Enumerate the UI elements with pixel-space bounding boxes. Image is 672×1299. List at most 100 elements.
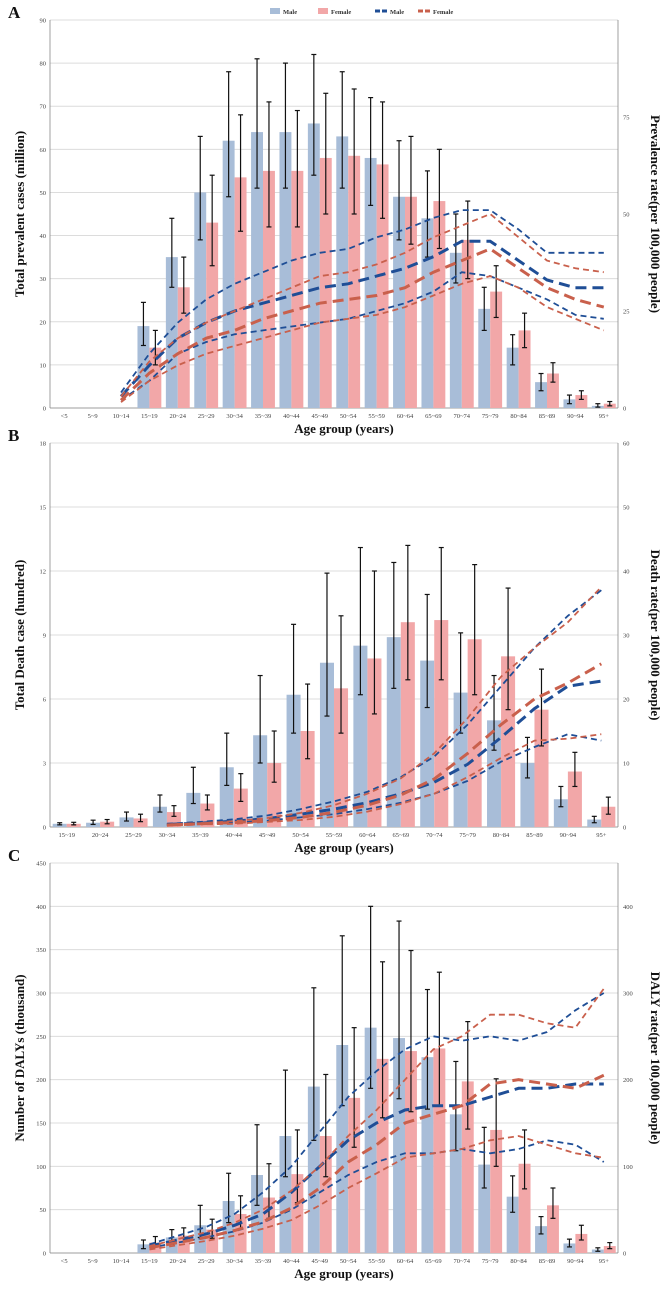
x-tick-label: 30~34 xyxy=(226,413,243,420)
bar-male xyxy=(279,1136,292,1253)
bar-female xyxy=(603,1246,616,1253)
x-tick-label: 20~24 xyxy=(170,1258,187,1265)
y-tick-label: 300 xyxy=(36,991,46,998)
bar-female xyxy=(263,170,275,408)
bar-female xyxy=(601,806,616,827)
bar-female xyxy=(467,639,482,827)
y2-tick-label: 50 xyxy=(623,505,630,512)
bar-female xyxy=(206,1229,219,1253)
x-tick-label: 35~39 xyxy=(255,1258,272,1265)
bar-female xyxy=(575,1233,588,1253)
bar-male xyxy=(386,637,401,827)
y-tick-label: 0 xyxy=(43,1251,46,1258)
bar-male xyxy=(119,817,134,827)
bar-male xyxy=(364,1027,377,1253)
bar-female xyxy=(319,1136,332,1253)
x-tick-label: 15~19 xyxy=(141,1258,158,1265)
bar-male xyxy=(421,1057,434,1253)
bar-female xyxy=(547,373,559,408)
bar-male xyxy=(487,720,502,827)
x-tick-label: 30~34 xyxy=(226,1258,243,1265)
bar-male xyxy=(478,308,491,408)
x-tick-label: 50~54 xyxy=(292,832,309,839)
rate-line-male-upper xyxy=(120,209,604,394)
x-tick-label: 25~29 xyxy=(125,832,142,839)
y-tick-label: 12 xyxy=(40,569,47,576)
x-tick-label: 25~29 xyxy=(198,1258,215,1265)
legend-label-bar-female: Female xyxy=(331,9,351,16)
x-tick-label: 30~34 xyxy=(159,832,176,839)
bar-female xyxy=(263,1197,275,1253)
rate-line-female-upper xyxy=(149,988,605,1247)
bar-female xyxy=(348,1097,361,1253)
bar-female xyxy=(405,196,417,408)
x-tick-label: 35~39 xyxy=(192,832,209,839)
panel-letter: B xyxy=(8,426,19,445)
bar-female xyxy=(567,771,582,827)
bar-male xyxy=(319,662,334,827)
y2-tick-label: 0 xyxy=(623,825,626,832)
y-tick-label: 100 xyxy=(36,1164,46,1171)
x-tick-label: 70~74 xyxy=(454,413,471,420)
rate-line-male xyxy=(119,239,604,398)
y-axis-title: Total prevalent cases (million) xyxy=(12,131,27,297)
y2-tick-label: 50 xyxy=(623,212,630,219)
bar-male xyxy=(336,1045,349,1253)
legend-swatch-bar-male xyxy=(270,8,280,14)
bar-male xyxy=(393,196,405,408)
y-tick-label: 70 xyxy=(40,104,47,111)
x-tick-label: 10~14 xyxy=(113,413,130,420)
bar-female xyxy=(291,170,304,408)
x-tick-label: 65~69 xyxy=(393,832,410,839)
x-tick-label: 95+ xyxy=(599,1258,610,1265)
x-tick-label: 50~54 xyxy=(340,1258,357,1265)
x-tick-label: 75~79 xyxy=(482,413,499,420)
x-axis-title: Age group (years) xyxy=(294,421,393,436)
bar-female xyxy=(319,157,332,408)
y-tick-label: 400 xyxy=(36,904,46,911)
y2-tick-label: 75 xyxy=(623,115,630,122)
bar-female xyxy=(133,818,148,827)
rate-line-male-upper xyxy=(149,992,605,1246)
rate-line-male xyxy=(149,1082,604,1248)
y2-axis-title: DALY rate(per 100,000 people) xyxy=(648,972,663,1145)
panel-letter: C xyxy=(8,846,20,865)
rate-line-female xyxy=(149,1073,605,1250)
bar-male xyxy=(449,1114,462,1253)
bar-male xyxy=(186,792,201,827)
bar-female xyxy=(334,688,349,827)
x-tick-label: 45~49 xyxy=(312,1258,329,1265)
bar-female xyxy=(376,164,389,408)
bar-female xyxy=(547,1205,559,1253)
x-tick-label: 55~59 xyxy=(368,413,385,420)
bar-male xyxy=(421,218,434,408)
y-tick-label: 60 xyxy=(40,147,47,154)
y2-tick-label: 40 xyxy=(623,569,630,576)
y-tick-label: 10 xyxy=(40,362,47,369)
bar-female xyxy=(518,1163,531,1253)
x-tick-label: 60~64 xyxy=(359,832,376,839)
x-tick-label: 90~94 xyxy=(560,832,577,839)
bar-male xyxy=(506,1196,519,1253)
bar-male xyxy=(307,123,320,408)
x-tick-label: 85~89 xyxy=(539,1258,556,1265)
bar-female xyxy=(267,763,282,827)
bar-female xyxy=(206,222,219,408)
bar-female xyxy=(376,1058,389,1253)
bar-male xyxy=(535,1226,547,1253)
bar-male xyxy=(563,1243,576,1253)
bar-male xyxy=(286,694,301,827)
y2-tick-label: 300 xyxy=(623,991,633,998)
y-tick-label: 30 xyxy=(40,276,47,283)
y-tick-label: 350 xyxy=(36,947,46,954)
panel-letter: A xyxy=(8,3,21,22)
rate-line-male-lower xyxy=(149,1139,605,1249)
rate-line-male-upper xyxy=(166,589,602,825)
bar-female xyxy=(300,731,315,827)
y2-tick-label: 20 xyxy=(623,697,630,704)
bar-female xyxy=(518,330,531,408)
bar-female xyxy=(291,1174,304,1253)
bar-female xyxy=(461,239,474,408)
bar-female xyxy=(405,1051,417,1253)
rate-line-female xyxy=(119,247,605,402)
